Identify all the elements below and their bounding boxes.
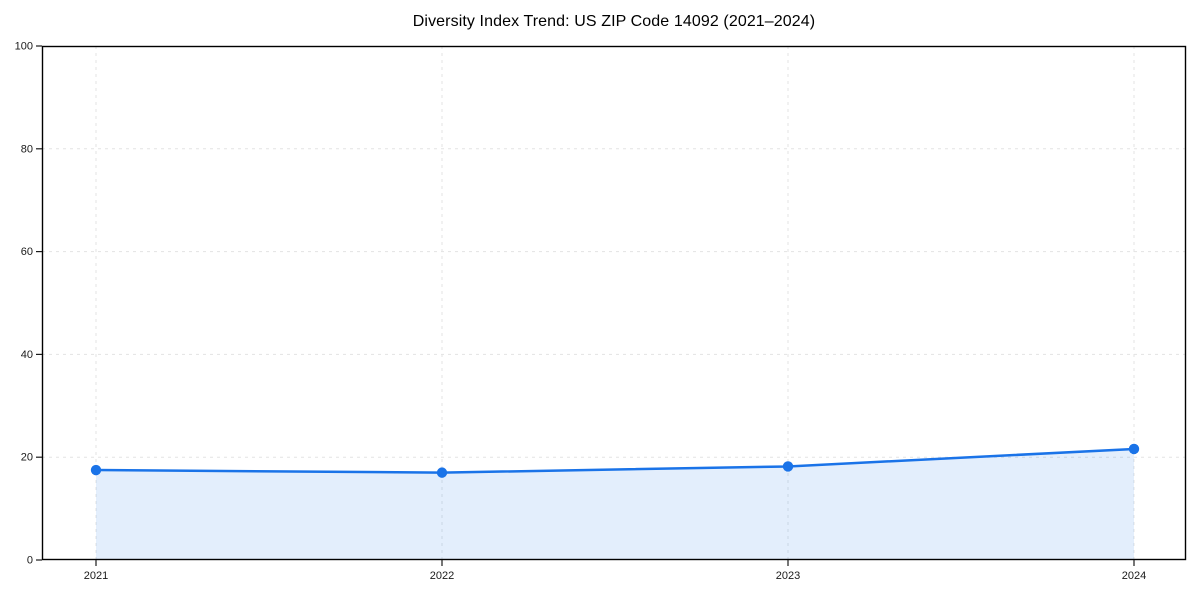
x-tick-label: 2021 bbox=[84, 570, 108, 582]
x-tick-label: 2022 bbox=[430, 570, 454, 582]
y-tick-label: 60 bbox=[21, 246, 33, 258]
data-point-2024 bbox=[1128, 443, 1140, 455]
data-point-2021 bbox=[90, 464, 102, 476]
y-tick-label: 20 bbox=[21, 452, 33, 464]
x-axis: 2021 2022 2023 2024 bbox=[84, 560, 1146, 582]
y-tick-label: 80 bbox=[21, 143, 33, 155]
y-axis: 0 20 40 60 80 100 bbox=[15, 41, 42, 567]
y-tick-label: 100 bbox=[15, 41, 33, 53]
data-point-2022 bbox=[436, 467, 448, 478]
y-tick-label: 0 bbox=[27, 555, 33, 567]
data-points bbox=[90, 443, 1140, 478]
x-tick-label: 2023 bbox=[776, 570, 800, 582]
area-fill bbox=[96, 448, 1134, 560]
trend-line bbox=[94, 447, 1136, 474]
x-tick-label: 2024 bbox=[1122, 570, 1146, 582]
plot-frame bbox=[41, 45, 1187, 561]
data-point-2023 bbox=[782, 461, 794, 472]
y-tick-label: 40 bbox=[21, 349, 33, 361]
chart-title: Diversity Index Trend: US ZIP Code 14092… bbox=[412, 13, 816, 30]
